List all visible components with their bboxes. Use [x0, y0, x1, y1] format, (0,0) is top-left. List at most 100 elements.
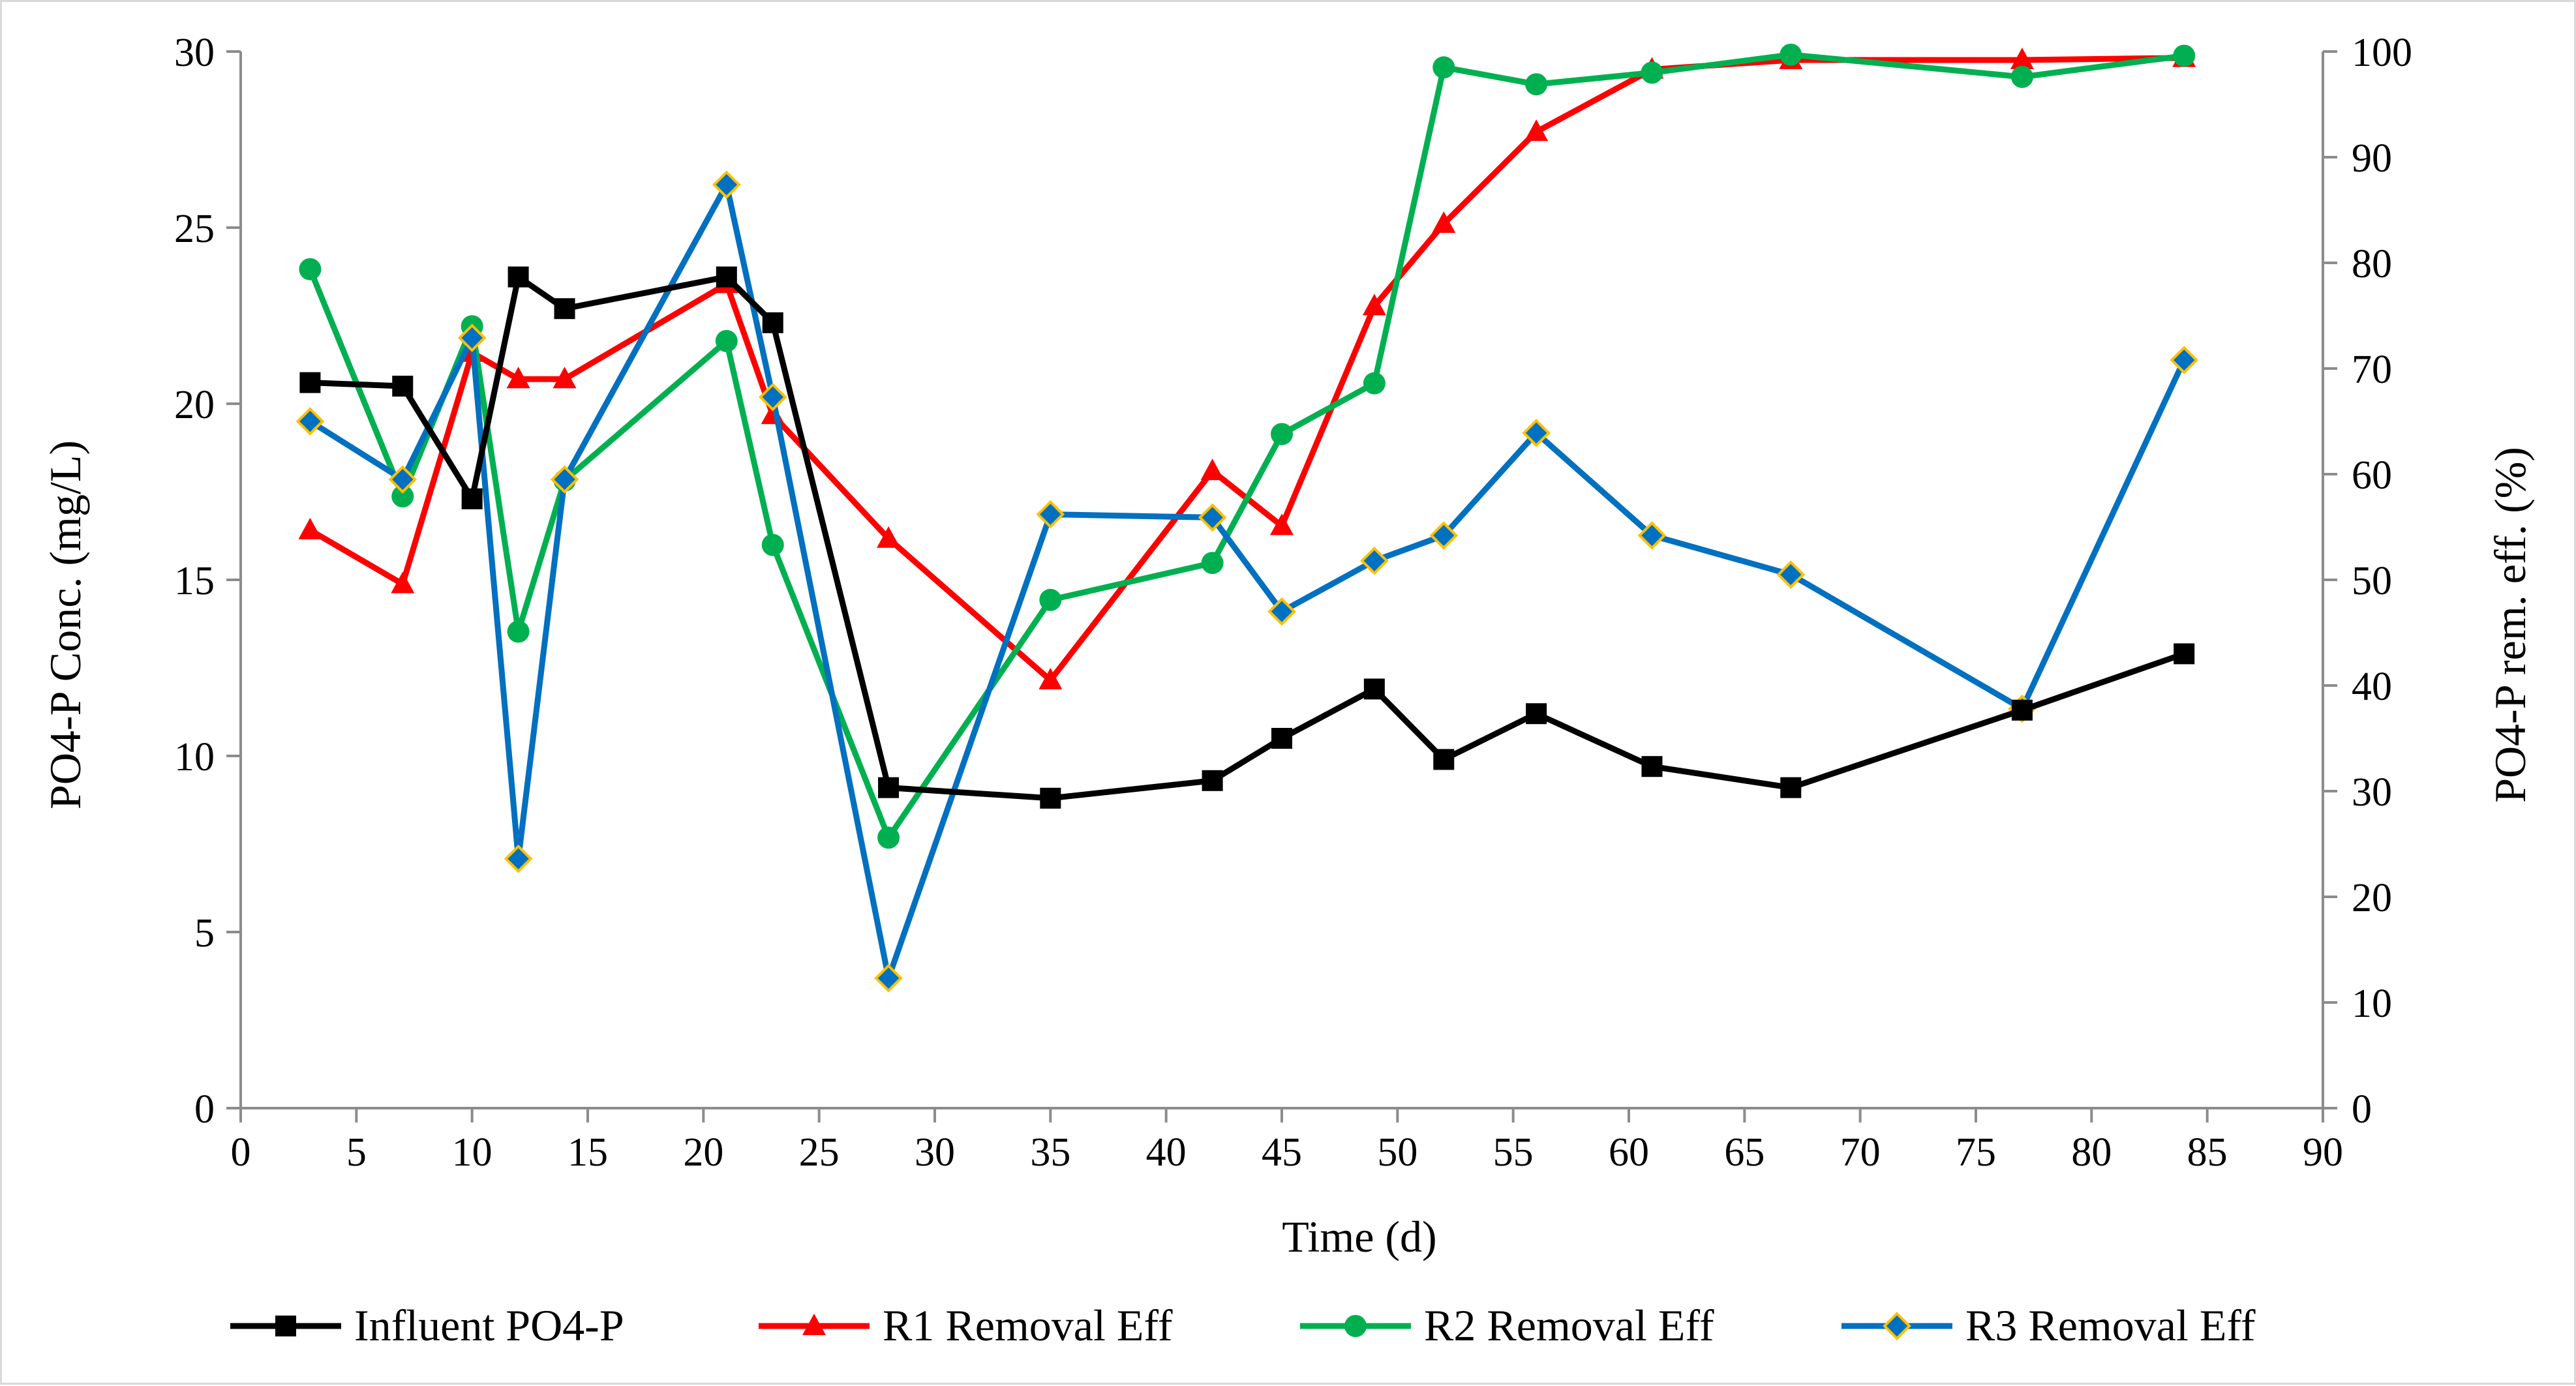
x-tick-label: 15: [568, 1130, 608, 1175]
series-line-r3-removal-eff: [307, 181, 2187, 982]
left-y-tick-label: 5: [194, 911, 215, 956]
data-point-r2-removal-eff: [1432, 56, 1455, 79]
left-y-axis-title: PO4-P Conc. (mg/L): [40, 440, 90, 809]
data-point-influent-po4-p: [878, 777, 900, 798]
left-y-tick-label: 15: [174, 559, 215, 603]
data-point-r3-removal-eff: [1267, 597, 1296, 626]
x-tick-label: 60: [1609, 1130, 1649, 1175]
data-point-r3-removal-eff: [758, 382, 787, 412]
data-point-r1-removal-eff: [1038, 667, 1063, 689]
x-tick-label: 5: [346, 1130, 367, 1175]
series-influent-po4-p: [299, 266, 2195, 809]
data-point-r2-removal-eff: [507, 620, 530, 643]
right-y-axis-title: PO4-P rem. eff. (%): [2485, 447, 2535, 803]
data-point-influent-po4-p: [508, 266, 529, 288]
x-tick-label: 75: [1956, 1130, 1996, 1175]
data-point-influent-po4-p: [716, 266, 737, 288]
data-point-influent-po4-p: [461, 488, 483, 509]
data-point-r3-removal-eff: [550, 465, 579, 494]
data-point-r1-removal-eff: [1200, 459, 1224, 481]
legend-item-r3-removal-eff: R3 Removal Eff: [1841, 1301, 2256, 1350]
left-y-tick-label: 20: [174, 383, 215, 427]
legend-label: Influent PO4-P: [354, 1301, 624, 1350]
data-point-r3-removal-eff: [1036, 500, 1065, 529]
series-r3-removal-eff: [295, 170, 2199, 993]
x-tick-label: 25: [799, 1130, 840, 1175]
data-point-influent-po4-p: [1641, 756, 1663, 777]
right-y-tick-label: 10: [2352, 982, 2392, 1026]
legend: Influent PO4-P R1 Removal Eff R2 Removal E…: [230, 1301, 2256, 1350]
right-y-tick-label: 100: [2352, 31, 2412, 75]
data-point-r3-removal-eff: [1776, 560, 1806, 589]
data-point-r1-removal-eff: [1270, 513, 1294, 535]
series-line-influent-po4-p: [307, 274, 2187, 802]
legend-label: R1 Removal Eff: [883, 1301, 1173, 1350]
data-point-influent-po4-p: [762, 312, 783, 333]
legend-item-r2-removal-eff: R2 Removal Eff: [1300, 1301, 1714, 1350]
x-tick-label: 20: [683, 1130, 723, 1175]
x-tick-label: 65: [1724, 1130, 1765, 1175]
data-point-r2-removal-eff: [715, 329, 738, 352]
legend-label: R3 Removal Eff: [1965, 1301, 2256, 1350]
x-tick-label: 80: [2071, 1130, 2112, 1175]
x-tick-label: 50: [1377, 1130, 1417, 1175]
series-line-r2-removal-eff: [307, 52, 2187, 841]
x-tick-label: 40: [1146, 1130, 1187, 1175]
right-y-tick-label: 70: [2352, 348, 2392, 392]
data-point-r1-removal-eff: [553, 367, 577, 389]
data-point-r2-removal-eff: [1039, 588, 1062, 611]
x-tick-label: 45: [1262, 1130, 1302, 1175]
right-y-tick-label: 80: [2352, 242, 2392, 286]
series-r2-removal-eff: [299, 43, 2196, 849]
data-point-influent-po4-p: [1202, 770, 1223, 791]
data-point-r2-removal-eff: [1780, 43, 1802, 66]
data-point-r1-removal-eff: [1432, 211, 1456, 234]
legend-marker: [275, 1316, 296, 1336]
axes: 0 5 10 15 20 25 30 35 40 45 50 55 60 65 70 75 80 85 900510…: [174, 31, 2412, 1175]
data-point-r3-removal-eff: [1360, 547, 1389, 575]
legend-item-influent-po4-p: Influent PO4-P: [230, 1301, 624, 1350]
data-point-r2-removal-eff: [1363, 372, 1386, 395]
data-point-r3-removal-eff: [457, 324, 487, 352]
data-point-r1-removal-eff: [1362, 294, 1386, 316]
data-point-r2-removal-eff: [2173, 44, 2196, 67]
data-point-influent-po4-p: [2011, 699, 2033, 721]
data-point-influent-po4-p: [299, 372, 321, 393]
x-tick-label: 10: [452, 1130, 492, 1175]
data-point-influent-po4-p: [1363, 678, 1385, 700]
data-point-r3-removal-eff: [1198, 503, 1227, 532]
data-point-r3-removal-eff: [295, 407, 325, 436]
x-tick-label: 90: [2303, 1130, 2343, 1175]
data-point-r2-removal-eff: [761, 534, 784, 556]
series-line-r1-removal-eff: [307, 55, 2187, 684]
right-y-tick-label: 0: [2352, 1087, 2372, 1132]
x-tick-label: 30: [915, 1130, 955, 1175]
legend-label: R2 Removal Eff: [1424, 1301, 1714, 1350]
x-tick-label: 70: [1840, 1130, 1881, 1175]
data-point-r1-removal-eff: [506, 367, 530, 389]
data-point-r1-removal-eff: [2010, 47, 2034, 69]
data-point-r3-removal-eff: [388, 465, 417, 494]
legend-marker: [1344, 1315, 1367, 1337]
data-point-r1-removal-eff: [877, 526, 901, 548]
data-point-r2-removal-eff: [1201, 552, 1224, 575]
right-y-tick-label: 60: [2352, 453, 2392, 498]
data-point-r1-removal-eff: [1524, 119, 1549, 142]
data-point-influent-po4-p: [1271, 728, 1292, 749]
data-point-influent-po4-p: [1040, 787, 1061, 809]
left-y-tick-label: 10: [174, 735, 215, 779]
x-tick-label: 0: [231, 1130, 251, 1175]
data-point-r3-removal-eff: [1637, 521, 1667, 550]
x-tick-label: 55: [1493, 1130, 1534, 1175]
data-point-influent-po4-p: [392, 376, 414, 397]
data-point-influent-po4-p: [1780, 777, 1802, 798]
data-point-r2-removal-eff: [299, 258, 322, 280]
data-point-influent-po4-p: [1433, 749, 1455, 770]
data-point-influent-po4-p: [2174, 643, 2195, 665]
left-y-tick-label: 0: [194, 1087, 215, 1132]
x-tick-label: 85: [2187, 1130, 2228, 1175]
legend-marker: [1883, 1312, 1911, 1340]
series-layer: [295, 43, 2199, 993]
